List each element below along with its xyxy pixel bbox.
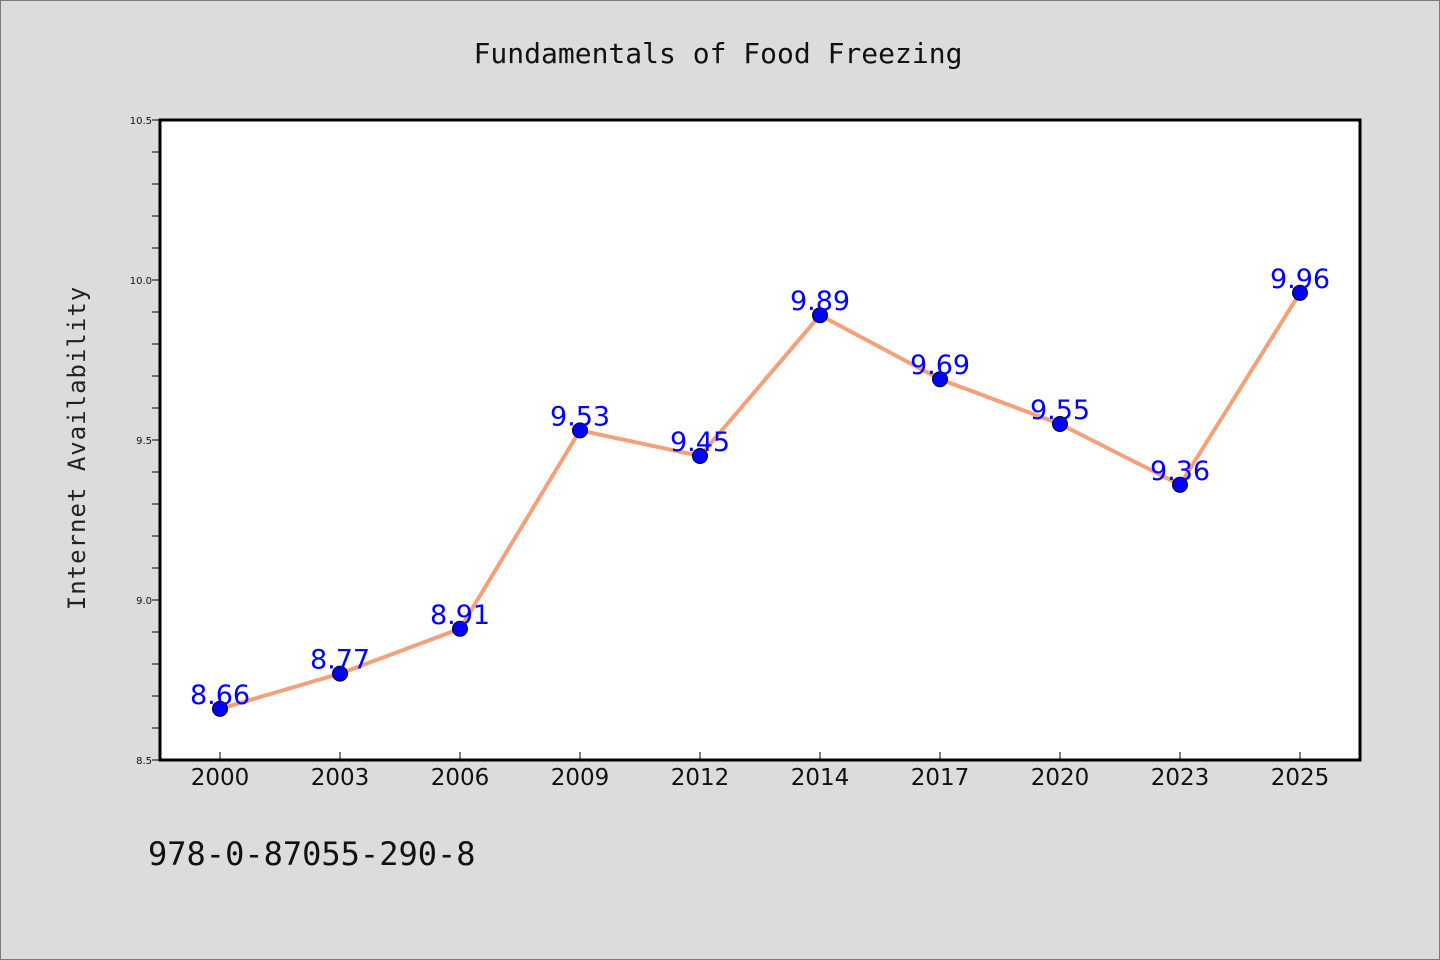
data-label: 9.96 [1270, 264, 1330, 295]
y-tick-label: 10.5 [130, 116, 152, 127]
data-label: 9.45 [670, 427, 730, 458]
data-label: 8.91 [430, 600, 490, 631]
data-label: 8.66 [190, 680, 250, 711]
x-tick-label: 2014 [791, 765, 850, 791]
y-tick-label: 9.5 [136, 436, 152, 447]
x-tick-label: 2000 [191, 765, 250, 791]
data-point [572, 422, 588, 439]
x-tick-label: 2017 [911, 765, 970, 791]
plot-frame [158, 118, 1362, 762]
series-line-group [218, 290, 1302, 711]
y-axis-label: Internet Availability [63, 286, 91, 610]
y-tick-label: 9.0 [136, 596, 152, 607]
data-label: 9.69 [910, 350, 970, 381]
data-label: 8.77 [310, 645, 370, 676]
x-tick-label: 2006 [431, 765, 490, 791]
x-axis-ticks: 2000 2003 2006 2009 2012 2014 2017 2020 2023 2025 [191, 752, 1330, 791]
data-point [932, 371, 948, 388]
x-tick-label: 2012 [671, 765, 730, 791]
data-point [692, 448, 708, 464]
data-label: 9.89 [790, 286, 850, 317]
data-point [1292, 284, 1308, 301]
data-point [812, 307, 828, 324]
data-point [212, 700, 228, 717]
chart-title: Fundamentals of Food Freezing [474, 37, 963, 70]
plot-area [160, 120, 1360, 760]
x-tick-label: 2023 [1151, 765, 1210, 791]
data-label: 9.53 [550, 401, 610, 432]
x-tick-label: 2025 [1271, 765, 1330, 791]
x-tick-label: 2009 [551, 765, 610, 791]
y-axis-ticks: 8.5 9.0 9.5 10.0 10.5 [130, 116, 160, 767]
y-tick-label: 8.5 [136, 756, 152, 767]
data-point [1052, 416, 1068, 432]
data-point [332, 665, 348, 682]
data-labels: 8.66 8.77 8.91 9.53 9.45 9.89 9.69 9.55 9.36 9.96 [190, 264, 1330, 711]
isbn-text: 978-0-87055-290-8 [148, 835, 476, 873]
data-point [452, 620, 468, 637]
data-point [1172, 476, 1188, 493]
x-tick-label: 2003 [311, 765, 370, 791]
data-markers [212, 284, 1308, 717]
series-line [218, 290, 1302, 711]
y-tick-label: 10.0 [130, 276, 152, 287]
x-tick-label: 2020 [1031, 765, 1090, 791]
data-label: 9.36 [1150, 456, 1210, 487]
data-label: 9.55 [1030, 395, 1090, 426]
